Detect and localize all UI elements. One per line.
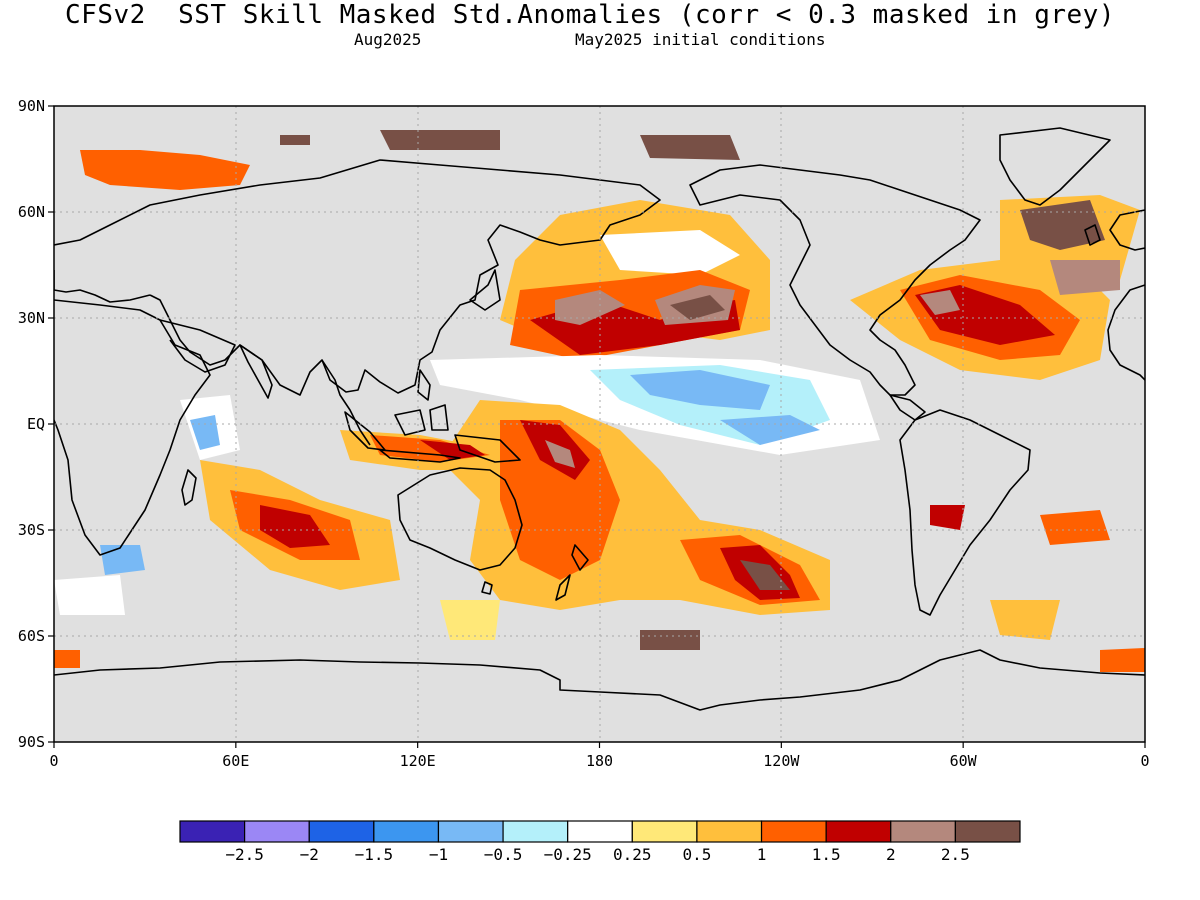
lat-label: 30S (18, 521, 45, 539)
colorbar-swatch (373, 820, 440, 843)
lon-label: 60E (222, 752, 249, 770)
colorbar-label: 2 (886, 845, 896, 864)
colorbar-swatch (696, 820, 763, 843)
longitude-axis: 0 60E 120E 180 120W 60W 0 (49, 742, 1150, 770)
map-title: CFSv2 SST Skill Masked Std.Anomalies (co… (65, 0, 1115, 30)
grid-lines (54, 106, 1145, 742)
colorbar-swatch (308, 820, 375, 843)
colorbar-swatch (244, 820, 310, 843)
colorbar-legend: −2.5 −2 −1.5 −1 −0.5 −0.25 0.25 0.5 1 1.5 2 2.5 (179, 820, 1021, 864)
lon-label: 60W (950, 752, 978, 770)
lat-label: 60S (18, 627, 45, 645)
colorbar-label: 0.5 (682, 845, 711, 864)
target-month: Aug2025 (354, 30, 422, 49)
lat-label: EQ (27, 415, 45, 433)
colorbar-label: −2 (300, 845, 319, 864)
colorbar-swatch (502, 820, 569, 843)
colorbar-swatch (954, 820, 1021, 843)
colorbar-swatch (890, 820, 956, 843)
colorbar-label: 1.5 (812, 845, 841, 864)
lat-label: 60N (18, 203, 45, 221)
colorbar-label: 0.25 (613, 845, 652, 864)
latitude-axis: 90N 60N 30N EQ 30S 60S 90S (18, 97, 54, 751)
colorbar-swatch (760, 820, 827, 843)
initial-conditions: May2025 initial conditions (575, 30, 826, 49)
lon-label: 120W (763, 752, 800, 770)
colorbar-label: −1.5 (355, 845, 394, 864)
colorbar-label: −0.5 (484, 845, 523, 864)
coastlines (54, 127, 1145, 711)
colorbar-swatch (437, 820, 504, 843)
colorbar-swatch (179, 820, 246, 843)
lon-label: 120E (400, 752, 436, 770)
colorbar-label: −0.25 (544, 845, 592, 864)
lon-label: 0 (1140, 752, 1149, 770)
lat-label: 90S (18, 733, 45, 751)
colorbar-label: −1 (429, 845, 448, 864)
lat-label: 30N (18, 309, 45, 327)
lon-label: 0 (49, 752, 58, 770)
colorbar-label: −2.5 (225, 845, 264, 864)
colorbar-swatch (631, 820, 698, 843)
colorbar-swatch (567, 820, 633, 843)
lat-label: 90N (18, 97, 45, 115)
colorbar-label: 2.5 (941, 845, 970, 864)
lon-label: 180 (586, 752, 613, 770)
colorbar-swatch (825, 820, 892, 843)
anomaly-field (54, 130, 1145, 672)
colorbar-label: 1 (757, 845, 767, 864)
